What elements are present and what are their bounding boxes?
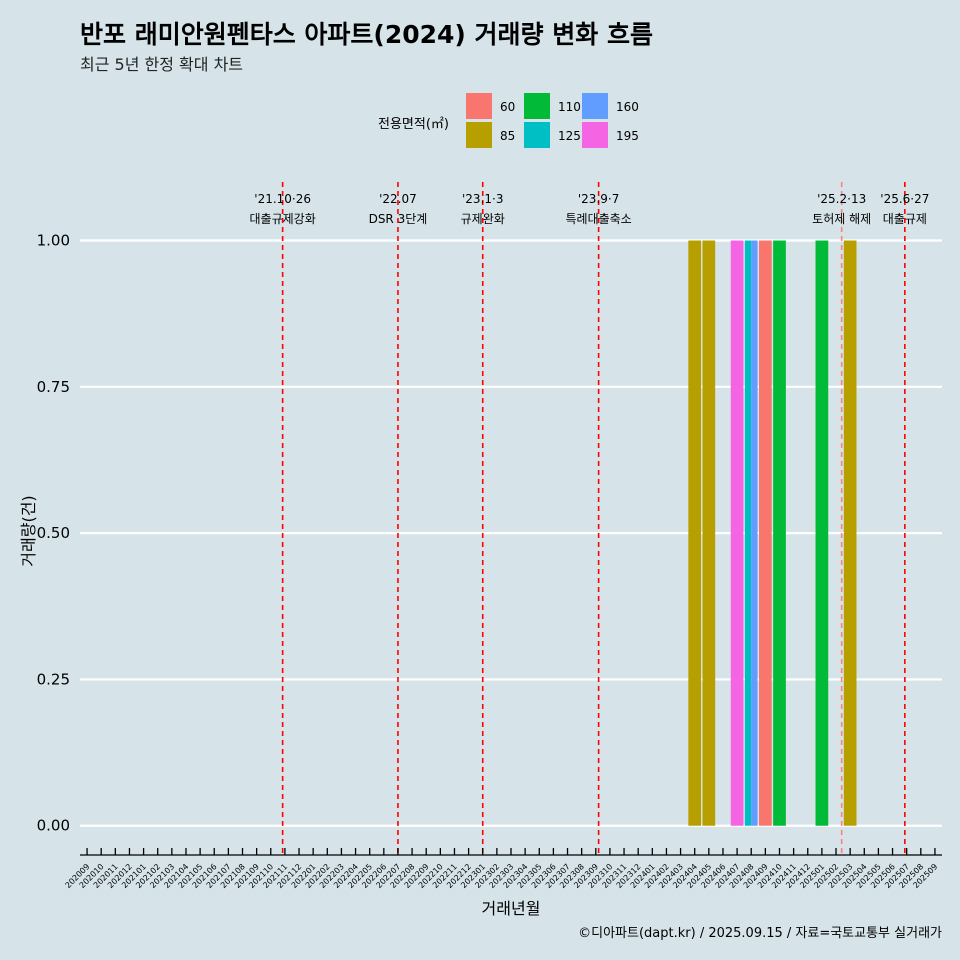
legend-swatch (466, 122, 492, 148)
annotation-label: 대출규제강화 (250, 212, 316, 226)
annotation-date: '23.9·7 (578, 192, 619, 206)
y-tick-label: 0.75 (37, 378, 70, 396)
annotation-label: DSR 3단계 (369, 212, 428, 226)
chart-caption: ©디아파트(dapt.kr) / 2025.09.15 / 자료=국토교통부 실… (578, 926, 942, 941)
annotation-lines (281, 182, 906, 855)
bar (751, 240, 758, 826)
y-tick-label: 0.25 (37, 670, 70, 688)
bar (773, 240, 786, 826)
legend: 전용면적(㎡) 60 85 110 125 160 195 (378, 93, 639, 148)
legend-swatch (524, 122, 550, 148)
annotation-label: 토허제 해제 (812, 212, 871, 226)
legend-swatch (466, 93, 492, 119)
y-axis-ticks: 0.00 0.25 0.50 0.75 1.00 (37, 232, 70, 835)
annotation-label: 대출규제 (883, 212, 927, 226)
y-tick-label: 0.00 (37, 817, 70, 835)
legend-swatch (524, 93, 550, 119)
bar (702, 240, 716, 826)
x-axis-label: 거래년월 (482, 899, 541, 918)
annotation-date: '25.2·13 (817, 192, 866, 206)
grid-lines (80, 239, 942, 827)
legend-label: 125 (558, 129, 581, 143)
legend-label: 160 (616, 100, 639, 114)
legend-swatch (582, 122, 608, 148)
bar (843, 240, 857, 826)
bar (744, 240, 752, 826)
bar (688, 240, 702, 826)
annotation-labels: '21.10·26 대출규제강화 '22.07 DSR 3단계 '23.1·3 규제완화 '… (250, 192, 930, 226)
bar (759, 240, 772, 826)
legend-label: 60 (500, 100, 515, 114)
y-tick-label: 1.00 (37, 232, 70, 250)
bar (815, 240, 829, 826)
annotation-date: '21.10·26 (254, 192, 311, 206)
bar (730, 240, 744, 826)
annotation-label: 규제완화 (461, 212, 505, 226)
bars (688, 240, 857, 826)
legend-label: 110 (558, 100, 581, 114)
legend-title: 전용면적(㎡) (378, 117, 449, 132)
x-axis: 2020092020102020112020122021012021022021… (64, 848, 942, 890)
annotation-date: '23.1·3 (462, 192, 503, 206)
annotation-date: '22.07 (379, 192, 417, 206)
legend-label: 85 (500, 129, 515, 143)
legend-label: 195 (616, 129, 639, 143)
chart-title: 반포 래미안원펜타스 아파트(2024) 거래량 변화 흐름 (80, 20, 653, 49)
chart-subtitle: 최근 5년 한정 확대 차트 (80, 55, 243, 74)
annotation-date: '25.6·27 (880, 192, 929, 206)
annotation-label: 특례대출축소 (565, 212, 631, 226)
legend-swatch (582, 93, 608, 119)
y-axis-label: 거래량(건) (19, 495, 38, 566)
y-tick-label: 0.50 (37, 524, 70, 542)
